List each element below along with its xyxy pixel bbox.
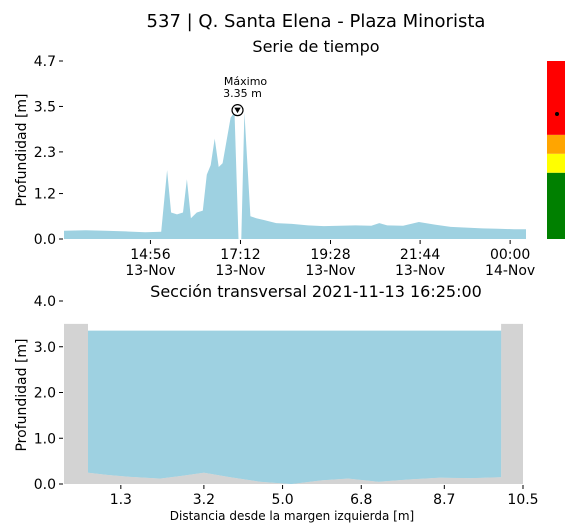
y-tick-label: 4.7: [34, 54, 56, 70]
x-tick-time: 17:12: [220, 247, 260, 263]
x-tick-label: 6.8: [350, 492, 372, 508]
cross-section-chart: Sección transversal 2021-11-13 16:25:00 …: [14, 282, 539, 523]
x-tick-label: 8.7: [433, 492, 455, 508]
y-tick-label: 2.0: [34, 386, 56, 402]
cross-section-y-label: Profundidad [m]: [14, 338, 30, 451]
alert-level-bar: [547, 61, 565, 239]
y-tick-label: 2.3: [34, 145, 56, 161]
level-band-orange: [547, 134, 565, 154]
time-series-y-axis: 0.0 1.2 2.3 3.5 4.7: [34, 54, 63, 248]
water-surface-area: [88, 330, 502, 484]
cross-section-title: Sección transversal 2021-11-13 16:25:00: [150, 282, 482, 301]
cross-section-x-label: Distancia desde la margen izquierda [m]: [170, 509, 414, 523]
max-marker-triangle: [234, 107, 241, 114]
x-tick-date: 13-Nov: [305, 263, 355, 279]
level-band-yellow: [547, 153, 565, 173]
level-band-red: [547, 61, 565, 135]
x-tick-time: 19:28: [310, 247, 350, 263]
x-tick-time: 21:44: [400, 247, 440, 263]
y-tick-label: 1.0: [34, 431, 56, 447]
cross-section-x-axis: 1.3 3.2 5.0 6.8 8.7 10.5: [110, 485, 539, 508]
level-band-green: [547, 172, 565, 239]
depth-series-area: [64, 112, 526, 239]
figure-title: 537 | Q. Santa Elena - Plaza Minorista: [147, 11, 486, 32]
x-tick-label: 5.0: [271, 492, 293, 508]
y-tick-label: 0.0: [34, 477, 56, 493]
y-tick-label: 3.0: [34, 340, 56, 356]
x-tick-label: 10.5: [507, 492, 538, 508]
max-value: 3.35 m: [223, 87, 262, 100]
x-tick-time: 00:00: [490, 247, 530, 263]
y-tick-label: 4.0: [34, 294, 56, 310]
x-tick-label: 3.2: [193, 492, 215, 508]
x-tick-date: 14-Nov: [485, 263, 535, 279]
x-tick-time: 14:56: [130, 247, 170, 263]
x-tick-label: 1.3: [110, 492, 132, 508]
x-tick-date: 13-Nov: [215, 263, 265, 279]
current-level-marker: [555, 112, 559, 117]
time-series-chart: Serie de tiempo 0.01.22.33.54.7 14:5613-…: [14, 37, 565, 279]
cross-section-plot-area: [64, 323, 523, 484]
time-series-y-label: Profundidad [m]: [14, 93, 30, 206]
y-tick-label: 0.0: [34, 232, 56, 248]
time-series-plot-area: [64, 112, 526, 239]
x-tick-date: 13-Nov: [125, 263, 175, 279]
max-label: Máximo: [224, 75, 268, 88]
cross-section-y-axis: 0.0 1.0 2.0 3.0 4.0: [34, 294, 63, 493]
x-tick-date: 13-Nov: [395, 263, 445, 279]
y-tick-label: 3.5: [34, 99, 56, 115]
time-series-title: Serie de tiempo: [252, 37, 379, 56]
time-series-x-axis: 14:5613-Nov17:1213-Nov19:2813-Nov21:4413…: [125, 240, 535, 279]
y-tick-label: 1.2: [34, 187, 56, 203]
